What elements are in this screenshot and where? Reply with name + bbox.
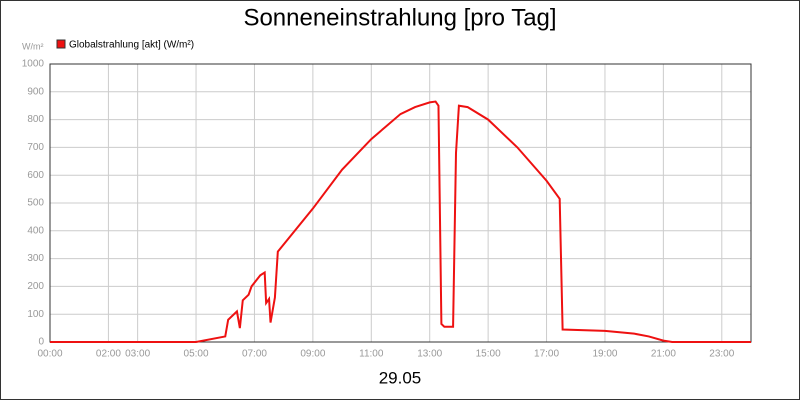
y-tick-label: 1000 xyxy=(22,59,45,70)
y-tick-label: 400 xyxy=(27,225,44,236)
y-tick-label: 0 xyxy=(38,337,44,348)
x-tick-label: 07:00 xyxy=(242,349,267,360)
x-tick-label: 23:00 xyxy=(709,349,734,360)
y-tick-label: 200 xyxy=(27,281,44,292)
x-tick-label: 21:00 xyxy=(651,349,676,360)
x-tick-label: 17:00 xyxy=(534,349,559,360)
x-axis-label: 29.05 xyxy=(379,368,422,387)
line xyxy=(50,100,751,343)
x-tick-label: 15:00 xyxy=(476,349,501,360)
legend-swatch xyxy=(56,39,66,49)
x-tick-label: 13:00 xyxy=(417,349,442,360)
x-tick-label: 11:00 xyxy=(359,349,384,360)
y-axis-label: W/m² xyxy=(22,41,44,51)
y-tick-label: 800 xyxy=(27,114,44,125)
x-tick-label: 09:00 xyxy=(300,349,325,360)
x-tick-label: 00:00 xyxy=(37,349,62,360)
x-tick-label: 05:00 xyxy=(184,349,209,360)
y-tick-label: 100 xyxy=(27,309,44,320)
plot-area xyxy=(49,63,752,343)
chart-title: Sonneneinstrahlung [pro Tag] xyxy=(243,4,556,31)
x-tick-label: 19:00 xyxy=(592,349,617,360)
legend-label: Globalstrahlung [akt] (W/m²) xyxy=(69,40,194,51)
y-tick-label: 500 xyxy=(27,198,44,209)
x-tick-label: 02:00 xyxy=(96,349,121,360)
x-tick-label: 03:00 xyxy=(125,349,150,360)
y-tick-label: 300 xyxy=(27,253,44,264)
y-tick-label: 600 xyxy=(27,170,44,181)
y-tick-label: 900 xyxy=(27,86,44,97)
y-tick-label: 700 xyxy=(27,142,44,153)
